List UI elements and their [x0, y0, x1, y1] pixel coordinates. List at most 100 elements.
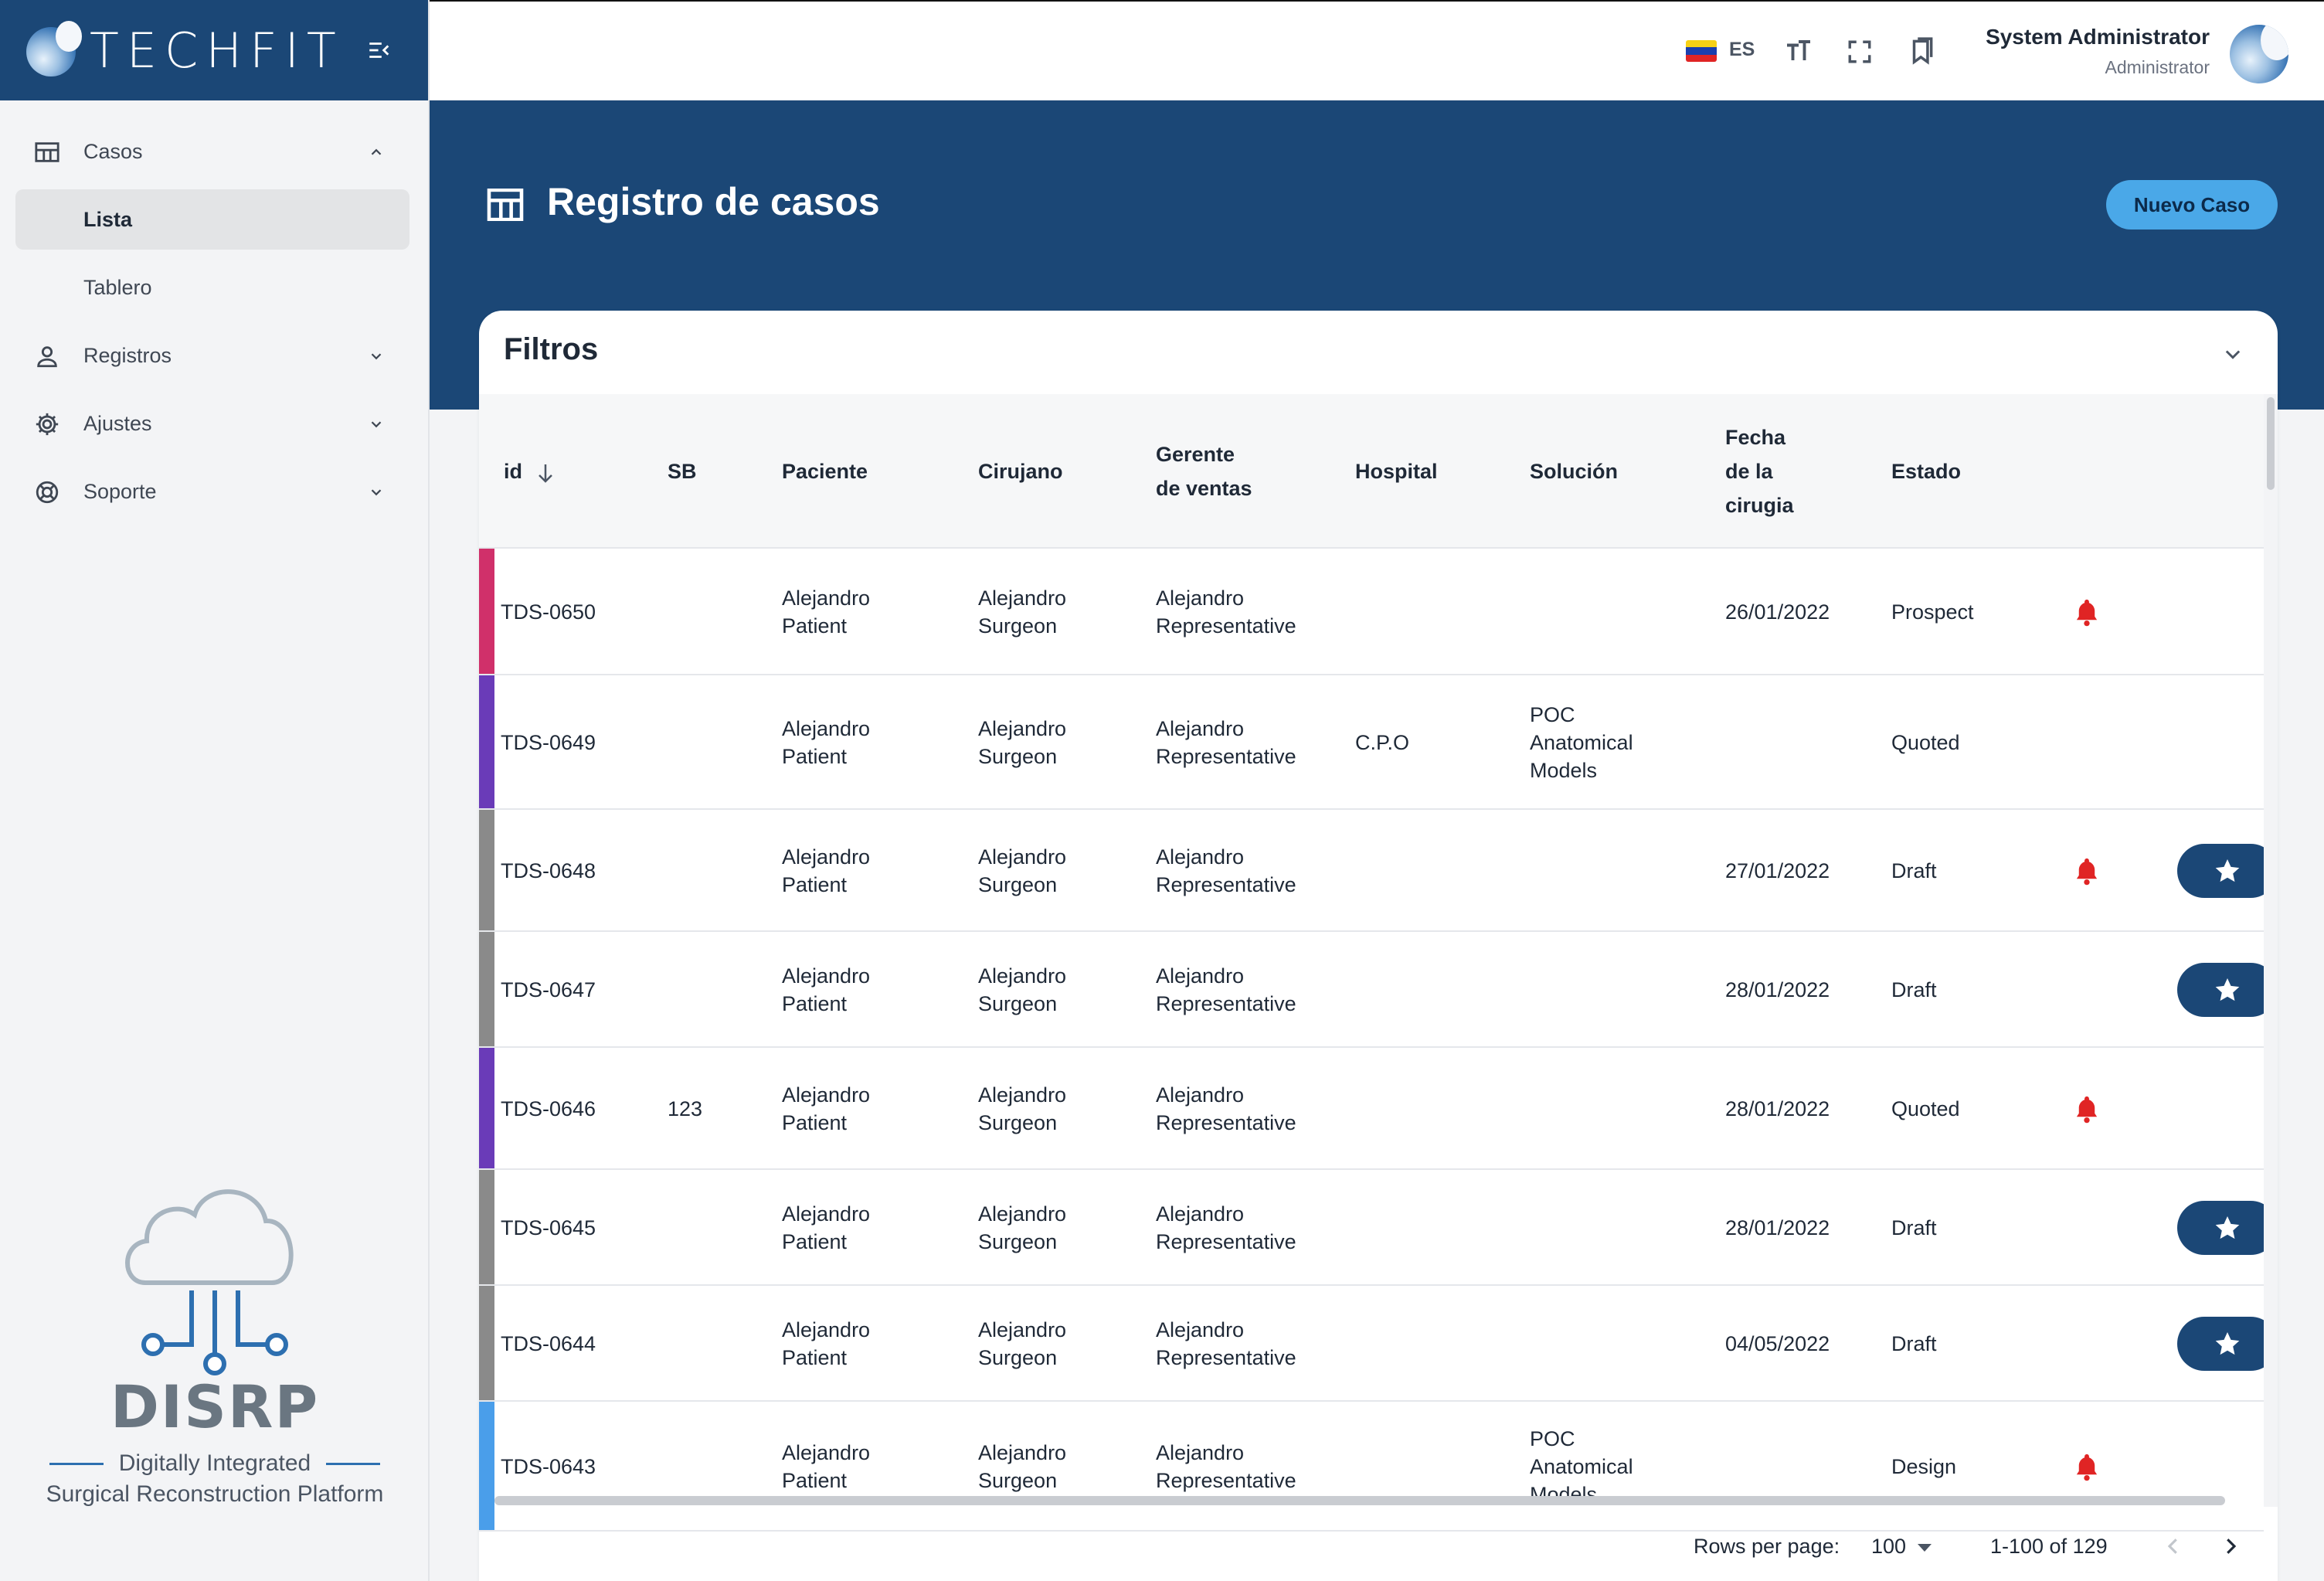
favorite-button[interactable]	[2177, 844, 2278, 898]
cell-fecha: 28/01/2022	[1725, 1097, 1830, 1120]
caret-down-icon[interactable]	[1918, 1544, 1932, 1552]
filters-title[interactable]: Filtros	[504, 332, 599, 366]
favorite-button[interactable]	[2177, 963, 2278, 1017]
status-color-bar	[479, 810, 494, 930]
bookmark-icon[interactable]	[1907, 36, 1936, 66]
colombia-flag-icon[interactable]	[1686, 40, 1717, 62]
cell-fecha: 28/01/2022	[1725, 1216, 1830, 1239]
sidebar-item-label: Soporte	[83, 479, 157, 503]
sidebar-item-casos[interactable]: Casos	[0, 117, 428, 185]
column-header-id[interactable]: id	[504, 454, 555, 488]
cell-id: TDS-0645	[501, 1216, 596, 1239]
avatar[interactable]	[2230, 25, 2288, 83]
column-header-solucion[interactable]: Solución	[1530, 460, 1618, 483]
cell-fecha: 28/01/2022	[1725, 978, 1830, 1001]
sidebar-item-label: Ajustes	[83, 411, 152, 435]
chevron-right-icon[interactable]	[2219, 1535, 2242, 1558]
status-color-bar	[479, 1048, 494, 1168]
cell-id: TDS-0643	[501, 1455, 596, 1478]
cell-id: TDS-0646	[501, 1097, 596, 1120]
cell-gerente: Alejandro Representative	[1156, 717, 1296, 768]
pagination-range: 1-100 of 129	[1990, 1535, 2108, 1558]
table-row[interactable]: TDS-0650 Alejandro Patient Alejandro Surge…	[479, 549, 2264, 675]
column-header-sb[interactable]: SB	[668, 460, 697, 483]
bell-icon[interactable]	[2073, 1452, 2101, 1481]
cloud-network-icon	[125, 1189, 294, 1375]
status-color-bar	[479, 675, 494, 808]
cell-gerente: Alejandro Representative	[1156, 1202, 1296, 1253]
cell-gerente: Alejandro Representative	[1156, 845, 1296, 896]
column-header-cirujano[interactable]: Cirujano	[978, 460, 1063, 483]
column-header-estado[interactable]: Estado	[1891, 460, 1962, 483]
chevron-down-icon[interactable]	[2222, 343, 2244, 365]
rows-per-page-select[interactable]: 100	[1871, 1535, 1907, 1558]
sidebar: TECHFIT Casos Lista Tablero Registros	[0, 0, 430, 1581]
sidebar-item-label: Registros	[83, 343, 172, 367]
table-row[interactable]: TDS-0648 Alejandro Patient Alejandro Surge…	[479, 810, 2278, 932]
chevron-left-icon[interactable]	[2162, 1535, 2185, 1558]
cell-paciente: Alejandro Patient	[782, 1202, 871, 1253]
cell-paciente: Alejandro Patient	[782, 1083, 871, 1134]
column-header-paciente[interactable]: Paciente	[782, 460, 868, 483]
bell-icon[interactable]	[2073, 856, 2101, 886]
chevron-down-icon	[371, 421, 382, 428]
cell-estado: Quoted	[1891, 1097, 1960, 1120]
cell-paciente: Alejandro Patient	[782, 845, 871, 896]
sort-down-icon[interactable]	[536, 462, 555, 484]
page-title: Registro de casos	[547, 180, 880, 223]
bell-icon[interactable]	[2073, 597, 2101, 627]
table-row[interactable]: TDS-0647 Alejandro Patient Alejandro Surge…	[479, 932, 2278, 1048]
status-color-bar	[479, 932, 494, 1046]
cell-cirujano: Alejandro Surgeon	[978, 1083, 1067, 1134]
table-body: TDS-0650 Alejandro Patient Alejandro Surge…	[479, 549, 2278, 1532]
text-size-icon[interactable]	[1783, 37, 1814, 65]
bell-icon[interactable]	[2073, 1094, 2101, 1124]
table-row[interactable]: TDS-0646 123 Alejandro Patient Alejandro Su…	[479, 1048, 2264, 1170]
column-header-hospital[interactable]: Hospital	[1355, 460, 1438, 483]
table-row[interactable]: TDS-0645 Alejandro Patient Alejandro Surge…	[479, 1170, 2278, 1286]
table-row[interactable]: TDS-0644 Alejandro Patient Alejandro Surge…	[479, 1286, 2278, 1402]
cell-sb: 123	[668, 1097, 703, 1120]
star-icon	[2215, 859, 2240, 882]
status-color-bar	[479, 1170, 494, 1284]
column-header-gerente[interactable]: Gerente de ventas	[1156, 443, 1252, 500]
sidebar-item-ajustes[interactable]: Ajustes	[0, 389, 428, 457]
cell-paciente: Alejandro Patient	[782, 586, 871, 638]
table-row[interactable]: TDS-0649 Alejandro Patient Alejandro Surge…	[479, 675, 2264, 810]
cell-estado: Quoted	[1891, 731, 1960, 754]
disrp-branding: DISRP Digitally Integrated Surgical Reco…	[31, 1167, 399, 1508]
sidebar-item-tablero[interactable]: Tablero	[0, 253, 428, 321]
favorite-button[interactable]	[2177, 1317, 2278, 1371]
new-case-button[interactable]: Nuevo Caso	[2106, 180, 2278, 230]
cell-gerente: Alejandro Representative	[1156, 964, 1296, 1015]
sidebar-item-lista[interactable]: Lista	[15, 189, 409, 250]
favorite-button[interactable]	[2177, 1201, 2278, 1255]
techfit-logo-icon	[23, 19, 85, 81]
cell-estado: Draft	[1891, 1332, 1937, 1355]
cell-paciente: Alejandro Patient	[782, 1318, 871, 1369]
sidebar-item-registros[interactable]: Registros	[0, 321, 428, 389]
vertical-scrollbar[interactable]	[2264, 394, 2278, 1507]
collapse-menu-icon[interactable]	[366, 37, 392, 63]
column-header-fecha[interactable]: Fecha de la cirugia	[1725, 426, 1794, 517]
status-color-bar	[479, 1286, 494, 1400]
cell-gerente: Alejandro Representative	[1156, 586, 1296, 638]
cell-id: TDS-0644	[501, 1332, 596, 1355]
sidebar-item-soporte[interactable]: Soporte	[0, 457, 428, 525]
cell-fecha: 26/01/2022	[1725, 600, 1830, 624]
table-row[interactable]: TDS-0643 Alejandro Patient Alejandro Surge…	[479, 1402, 2264, 1532]
cell-estado: Design	[1891, 1455, 1957, 1478]
column-header-label: id	[504, 460, 522, 483]
cell-estado: Draft	[1891, 859, 1937, 882]
cell-cirujano: Alejandro Surgeon	[978, 1202, 1067, 1253]
language-selector[interactable]: ES	[1729, 39, 1755, 60]
table-icon	[35, 142, 59, 162]
chevron-down-icon	[371, 489, 382, 496]
gear-icon	[36, 413, 59, 436]
fullscreen-icon[interactable]	[1847, 39, 1873, 65]
cell-paciente: Alejandro Patient	[782, 717, 871, 768]
cell-solucion: POC Anatomical Models	[1530, 703, 1633, 782]
sidebar-nav: Casos Lista Tablero Registros Ajustes	[0, 100, 428, 525]
horizontal-scrollbar[interactable]	[494, 1496, 2225, 1505]
rows-per-page-label: Rows per page:	[1694, 1535, 1840, 1558]
